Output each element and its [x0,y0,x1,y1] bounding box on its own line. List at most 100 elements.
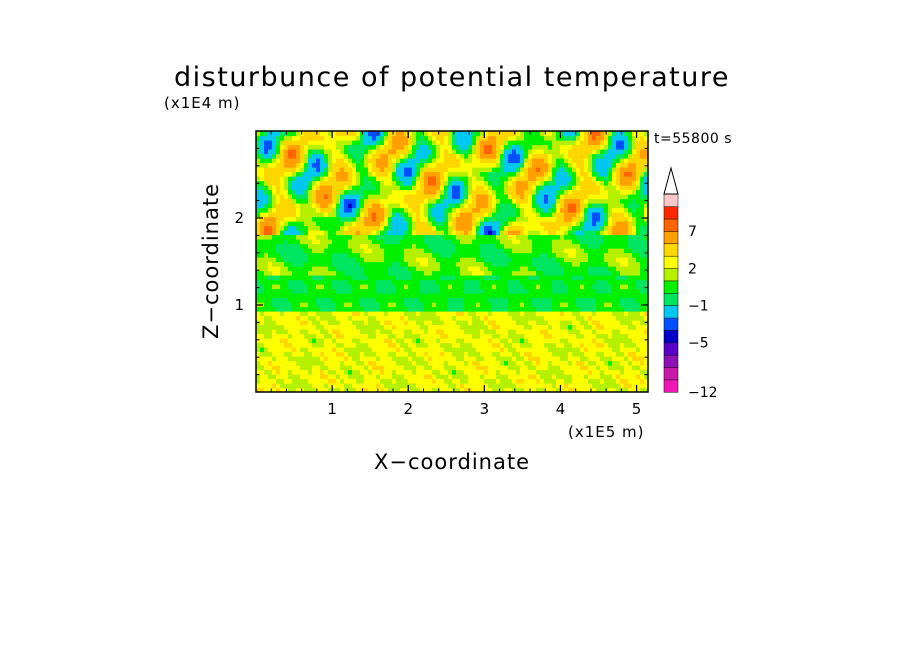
field-cell [592,221,597,227]
field-cell [384,338,389,344]
field-cell [528,302,533,308]
field-cell [308,230,313,236]
field-cell [544,306,549,312]
field-cell [564,162,569,168]
field-cell [364,360,369,366]
field-cell [484,275,489,281]
field-cell [628,194,633,200]
field-cell [304,266,309,272]
field-cell [412,356,417,362]
field-cell [356,171,361,177]
field-cell [424,351,429,357]
field-cell [476,221,481,227]
field-cell [572,279,577,285]
field-cell [412,378,417,384]
field-cell [260,293,265,299]
field-cell [376,171,381,177]
field-cell [428,275,433,281]
field-cell [612,167,617,173]
field-cell [344,162,349,168]
field-cell [324,194,329,200]
field-cell [340,248,345,254]
field-cell [620,324,625,330]
field-cell [448,320,453,326]
field-cell [560,261,565,267]
field-cell [500,387,505,392]
field-cell [460,198,465,204]
field-cell [304,374,309,380]
field-cell [452,338,457,344]
field-cell [364,275,369,281]
field-cell [572,306,577,312]
field-cell [536,311,541,317]
field-cell [556,351,561,357]
field-cell [280,387,285,392]
field-cell [324,257,329,263]
field-cell [580,315,585,321]
field-cell [264,257,269,263]
field-cell [428,171,433,177]
field-cell [444,266,449,272]
field-cell [596,333,601,339]
field-cell [592,243,597,249]
field-cell [532,320,537,326]
field-cell [640,320,645,326]
field-cell [296,360,301,366]
field-cell [328,216,333,222]
field-cell [336,306,341,312]
field-cell [580,270,585,276]
field-cell [288,374,293,380]
field-cell [328,356,333,362]
field-cell [548,162,553,168]
field-cell [472,176,477,182]
field-cell [516,306,521,312]
field-cell [612,261,617,267]
field-cell [284,266,289,272]
field-cell [300,216,305,222]
field-cell [336,225,341,231]
field-cell [452,383,457,389]
field-cell [308,293,313,299]
field-cell [440,189,445,195]
field-cell [428,356,433,362]
field-cell [440,356,445,362]
field-cell [484,306,489,312]
field-cell [620,270,625,276]
field-cell [480,189,485,195]
field-cell [404,288,409,294]
field-cell [256,279,261,285]
field-cell [516,360,521,366]
field-cell [264,311,269,317]
field-cell [644,311,648,317]
field-cell [564,270,569,276]
field-cell [440,374,445,380]
field-cell [276,311,281,317]
field-cell [464,185,469,191]
field-cell [552,234,557,240]
field-cell [440,248,445,254]
field-cell [448,162,453,168]
field-cell [504,320,509,326]
field-cell [448,243,453,249]
field-cell [432,261,437,267]
field-cell [636,270,641,276]
field-cell [296,212,301,218]
field-cell [416,239,421,245]
field-cell [272,239,277,245]
field-cell [480,239,485,245]
field-cell [556,356,561,362]
field-cell [612,369,617,375]
field-cell [364,248,369,254]
field-cell [516,230,521,236]
field-cell [580,162,585,168]
field-cell [616,230,621,236]
field-cell [544,270,549,276]
field-cell [624,320,629,326]
field-cell [544,234,549,240]
field-cell [600,383,605,389]
field-cell [368,203,373,209]
field-cell [304,270,309,276]
field-cell [468,293,473,299]
field-cell [388,207,393,213]
field-cell [556,360,561,366]
